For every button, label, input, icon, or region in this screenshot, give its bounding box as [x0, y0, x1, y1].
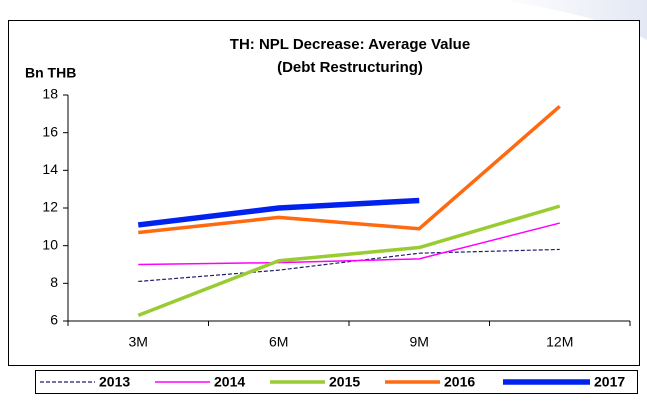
y-tick-label: 10: [42, 236, 58, 252]
line-series: [137, 204, 561, 317]
legend-label: 2017: [594, 374, 625, 390]
line-series: [137, 197, 420, 228]
legend-label: 2013: [99, 374, 130, 390]
background-shape: [500, 0, 647, 40]
y-axis-label: Bn THB: [25, 65, 76, 81]
line-series: [138, 104, 561, 235]
line-series: [138, 222, 560, 266]
legend-label: 2016: [444, 374, 475, 390]
chart-title: TH: NPL Decrease: Average Value: [230, 36, 470, 53]
y-tick-label: 14: [42, 161, 58, 177]
y-tick-label: 8: [50, 274, 58, 290]
y-tick-label: 18: [42, 86, 58, 102]
legend-label: 2014: [214, 374, 245, 390]
x-tick-label: 6M: [269, 334, 288, 350]
y-tick-label: 16: [42, 123, 58, 139]
chart-subtitle: (Debt Restructuring): [277, 59, 423, 76]
x-tick-label: 3M: [129, 334, 148, 350]
y-tick-label: 6: [50, 312, 58, 328]
y-tick-label: 12: [42, 199, 58, 215]
x-tick-label: 9M: [410, 334, 429, 350]
line-series: [138, 248, 560, 283]
legend-box: [35, 370, 638, 394]
chart-frame: [8, 20, 640, 366]
legend-label: 2015: [329, 374, 360, 390]
x-tick-label: 12M: [546, 334, 573, 350]
